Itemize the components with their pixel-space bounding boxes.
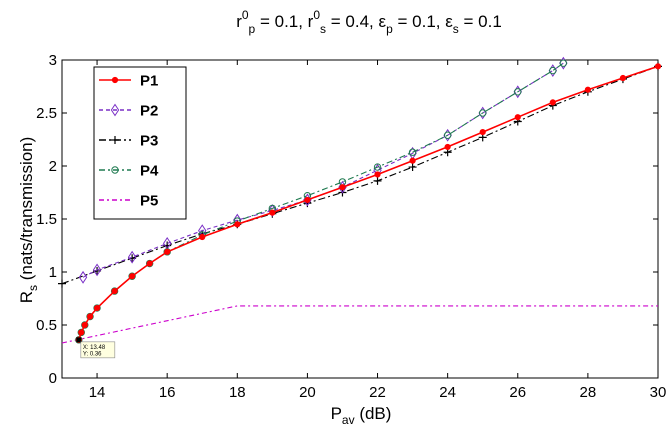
x-tick-label: 18 — [229, 384, 246, 401]
data-point — [146, 260, 153, 267]
x-tick-label: 22 — [369, 384, 386, 401]
y-tick-label: 0.5 — [36, 317, 57, 334]
data-point — [110, 287, 119, 295]
x-tick-label: 20 — [299, 384, 316, 401]
legend-marker — [111, 76, 119, 84]
data-point — [128, 272, 136, 280]
data-point — [409, 157, 416, 164]
y-tick-label: 1 — [49, 264, 57, 281]
data-point — [268, 204, 277, 217]
legend-label: P2 — [140, 103, 158, 120]
data-point — [127, 250, 137, 264]
x-tick-label: 28 — [580, 384, 597, 401]
x-tick-label: 26 — [509, 384, 526, 401]
data-point — [77, 328, 85, 337]
legend-marker — [110, 103, 120, 117]
x-tick-label: 16 — [159, 384, 176, 401]
data-point — [111, 287, 118, 295]
legend-box — [93, 66, 187, 220]
legend-marker — [111, 166, 119, 174]
data-point — [514, 114, 521, 121]
data-point — [75, 336, 83, 344]
data-point — [163, 248, 171, 256]
data-tip-marker — [76, 337, 82, 343]
data-point — [93, 304, 101, 312]
series-line — [61, 305, 658, 344]
data-point — [443, 131, 452, 139]
data-point — [559, 56, 568, 70]
legend-label: P5 — [140, 193, 158, 210]
series-line — [61, 65, 659, 285]
y-tick-label: 3 — [49, 52, 57, 69]
data-tip-box — [80, 341, 116, 359]
data-point — [78, 270, 88, 284]
legend-label: P4 — [140, 163, 159, 180]
series-p5 — [61, 305, 658, 344]
data-point — [373, 163, 382, 171]
data-point — [164, 248, 171, 255]
data-point — [479, 109, 487, 117]
y-tick-label: 0 — [49, 370, 57, 387]
data-tip-text: Y: 0.36 — [83, 351, 102, 357]
series-line — [82, 62, 564, 278]
data-point — [548, 64, 558, 78]
data-point — [514, 88, 522, 96]
data-point — [408, 148, 417, 156]
data-point — [339, 184, 346, 191]
data-point — [654, 63, 662, 70]
y-tick-label: 2 — [49, 158, 57, 175]
data-point — [373, 176, 382, 185]
data-point — [145, 259, 154, 268]
data-point — [86, 313, 94, 320]
x-tick-label: 24 — [439, 384, 456, 401]
data-point — [269, 209, 276, 216]
data-point — [479, 128, 486, 136]
data-point — [234, 221, 241, 228]
data-tip-text: X: 13.48 — [83, 345, 106, 351]
data-point — [92, 263, 102, 277]
data-point — [81, 321, 89, 329]
x-axis-label: Pav (dB) — [331, 404, 392, 427]
legend-marker — [111, 136, 119, 144]
data-point — [549, 99, 556, 106]
data-point — [408, 163, 417, 172]
data-point — [549, 66, 557, 75]
y-tick-label: 2.5 — [36, 105, 57, 122]
y-axis-label: Rs (nats/transmission) — [17, 137, 40, 304]
data-point — [304, 196, 311, 204]
data-point — [584, 86, 591, 93]
data-point — [81, 321, 88, 329]
data-point — [129, 273, 136, 280]
legend-label: P3 — [140, 133, 158, 150]
data-point — [93, 304, 101, 312]
x-tick-label: 30 — [650, 384, 667, 401]
x-tick-label: 14 — [89, 384, 106, 401]
y-tick-label: 1.5 — [36, 211, 57, 228]
chart-title: r0p = 0.1, r0s = 0.4, εp = 0.1, εs = 0.1 — [236, 8, 502, 36]
data-point — [374, 171, 381, 178]
data-point — [619, 74, 627, 82]
legend-label: P1 — [140, 73, 158, 90]
data-tip[interactable]: X: 13.48Y: 0.36 — [76, 337, 116, 359]
data-point — [444, 143, 451, 151]
axes: 14 16 18 20 22 24 26 28 30 0 0.5 1 1.5 2 2.5 3 — [36, 52, 666, 401]
data-point — [559, 59, 568, 67]
data-point — [86, 312, 94, 321]
data-point — [199, 233, 206, 241]
data-point — [58, 279, 66, 288]
data-point — [78, 329, 85, 336]
legend: P1 P2 P3 P4 P5 — [93, 66, 187, 220]
